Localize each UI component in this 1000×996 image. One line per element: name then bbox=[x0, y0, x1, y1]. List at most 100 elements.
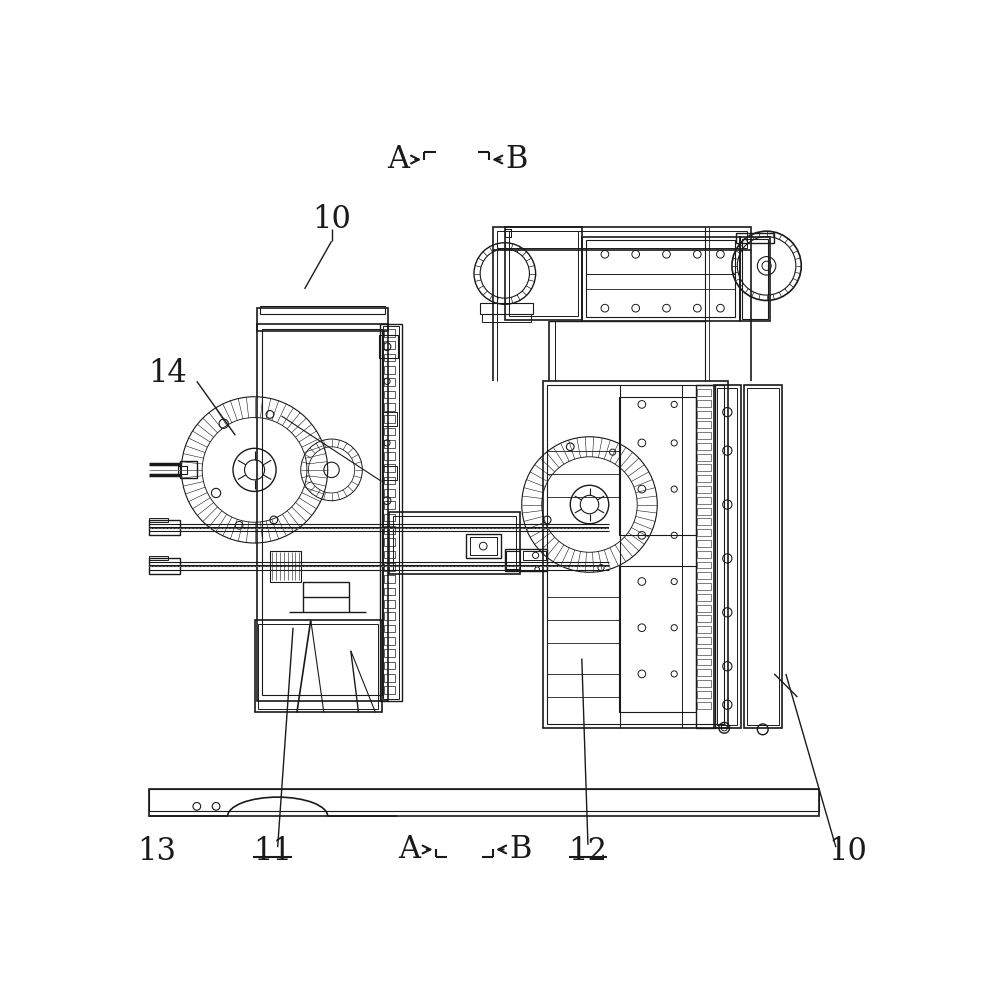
Bar bbox=[697, 637, 711, 643]
Bar bbox=[586, 240, 735, 317]
Bar bbox=[257, 308, 388, 332]
Bar bbox=[493, 227, 751, 250]
Bar bbox=[697, 389, 711, 396]
Bar bbox=[714, 385, 741, 728]
Bar bbox=[384, 686, 395, 694]
Text: 10: 10 bbox=[828, 836, 867, 867]
Bar bbox=[384, 354, 395, 362]
Bar bbox=[149, 518, 168, 522]
Bar bbox=[480, 303, 533, 315]
Bar bbox=[697, 594, 711, 601]
Text: B: B bbox=[505, 144, 528, 175]
Bar bbox=[384, 427, 395, 435]
Bar bbox=[384, 477, 395, 484]
Bar bbox=[505, 229, 511, 237]
Bar bbox=[382, 412, 397, 426]
Bar bbox=[523, 551, 546, 560]
Bar bbox=[505, 229, 511, 237]
Bar bbox=[380, 324, 402, 701]
Text: 12: 12 bbox=[568, 836, 607, 867]
Bar bbox=[379, 335, 398, 359]
Bar bbox=[384, 342, 395, 349]
Bar bbox=[384, 440, 395, 447]
Bar bbox=[382, 466, 397, 480]
Bar bbox=[747, 388, 779, 725]
Bar bbox=[697, 508, 711, 515]
Bar bbox=[384, 489, 395, 497]
Bar bbox=[509, 231, 578, 316]
Bar bbox=[505, 229, 511, 237]
Bar bbox=[384, 402, 395, 410]
Bar bbox=[619, 566, 696, 712]
Bar bbox=[543, 381, 728, 728]
Bar bbox=[262, 329, 382, 695]
Bar bbox=[505, 229, 511, 237]
Bar bbox=[697, 691, 711, 698]
Bar bbox=[740, 237, 770, 322]
Bar bbox=[697, 573, 711, 580]
Bar bbox=[384, 649, 395, 657]
Text: A: A bbox=[387, 144, 410, 175]
Bar bbox=[697, 443, 711, 450]
Bar bbox=[505, 549, 547, 571]
Bar bbox=[697, 475, 711, 482]
Bar bbox=[505, 229, 511, 237]
Bar bbox=[384, 624, 395, 632]
Bar bbox=[466, 534, 501, 559]
Bar bbox=[149, 556, 168, 560]
Bar bbox=[697, 680, 711, 687]
Text: 10: 10 bbox=[312, 204, 351, 235]
Bar bbox=[497, 231, 747, 248]
Bar bbox=[744, 385, 782, 728]
Bar bbox=[582, 237, 740, 322]
Bar bbox=[697, 658, 711, 665]
Bar bbox=[384, 576, 395, 583]
Bar bbox=[149, 559, 180, 574]
Bar bbox=[384, 415, 395, 423]
Bar bbox=[384, 539, 395, 546]
Bar bbox=[384, 329, 395, 337]
Bar bbox=[384, 514, 395, 522]
Bar bbox=[270, 551, 301, 582]
Bar bbox=[482, 315, 531, 322]
Bar bbox=[697, 626, 711, 633]
Bar bbox=[389, 512, 520, 574]
Text: A: A bbox=[398, 834, 420, 865]
Bar bbox=[697, 605, 711, 612]
Bar bbox=[505, 229, 511, 237]
Bar bbox=[505, 229, 511, 237]
Bar bbox=[384, 526, 395, 534]
Bar bbox=[505, 229, 511, 237]
Bar bbox=[384, 563, 395, 571]
Bar bbox=[384, 637, 395, 644]
Bar bbox=[505, 229, 511, 237]
Bar bbox=[697, 432, 711, 439]
Bar bbox=[697, 701, 711, 708]
Bar bbox=[696, 385, 715, 728]
Bar bbox=[470, 537, 497, 556]
Bar bbox=[697, 551, 711, 558]
Text: B: B bbox=[509, 834, 531, 865]
Bar bbox=[505, 227, 582, 320]
Bar bbox=[697, 583, 711, 590]
Bar bbox=[697, 454, 711, 460]
Bar bbox=[149, 790, 819, 817]
Bar bbox=[384, 378, 395, 385]
Bar bbox=[697, 410, 711, 417]
Bar bbox=[384, 390, 395, 398]
Bar bbox=[178, 466, 187, 474]
Bar bbox=[547, 385, 724, 724]
Bar bbox=[393, 516, 516, 570]
Bar bbox=[697, 421, 711, 428]
Bar bbox=[384, 588, 395, 596]
Bar bbox=[697, 518, 711, 525]
Bar bbox=[180, 461, 197, 478]
Bar bbox=[697, 669, 711, 676]
Bar bbox=[697, 486, 711, 493]
Bar bbox=[736, 233, 774, 243]
Bar bbox=[697, 464, 711, 471]
Bar bbox=[384, 551, 395, 559]
Bar bbox=[149, 790, 819, 811]
Bar bbox=[384, 600, 395, 608]
Bar bbox=[697, 399, 711, 406]
